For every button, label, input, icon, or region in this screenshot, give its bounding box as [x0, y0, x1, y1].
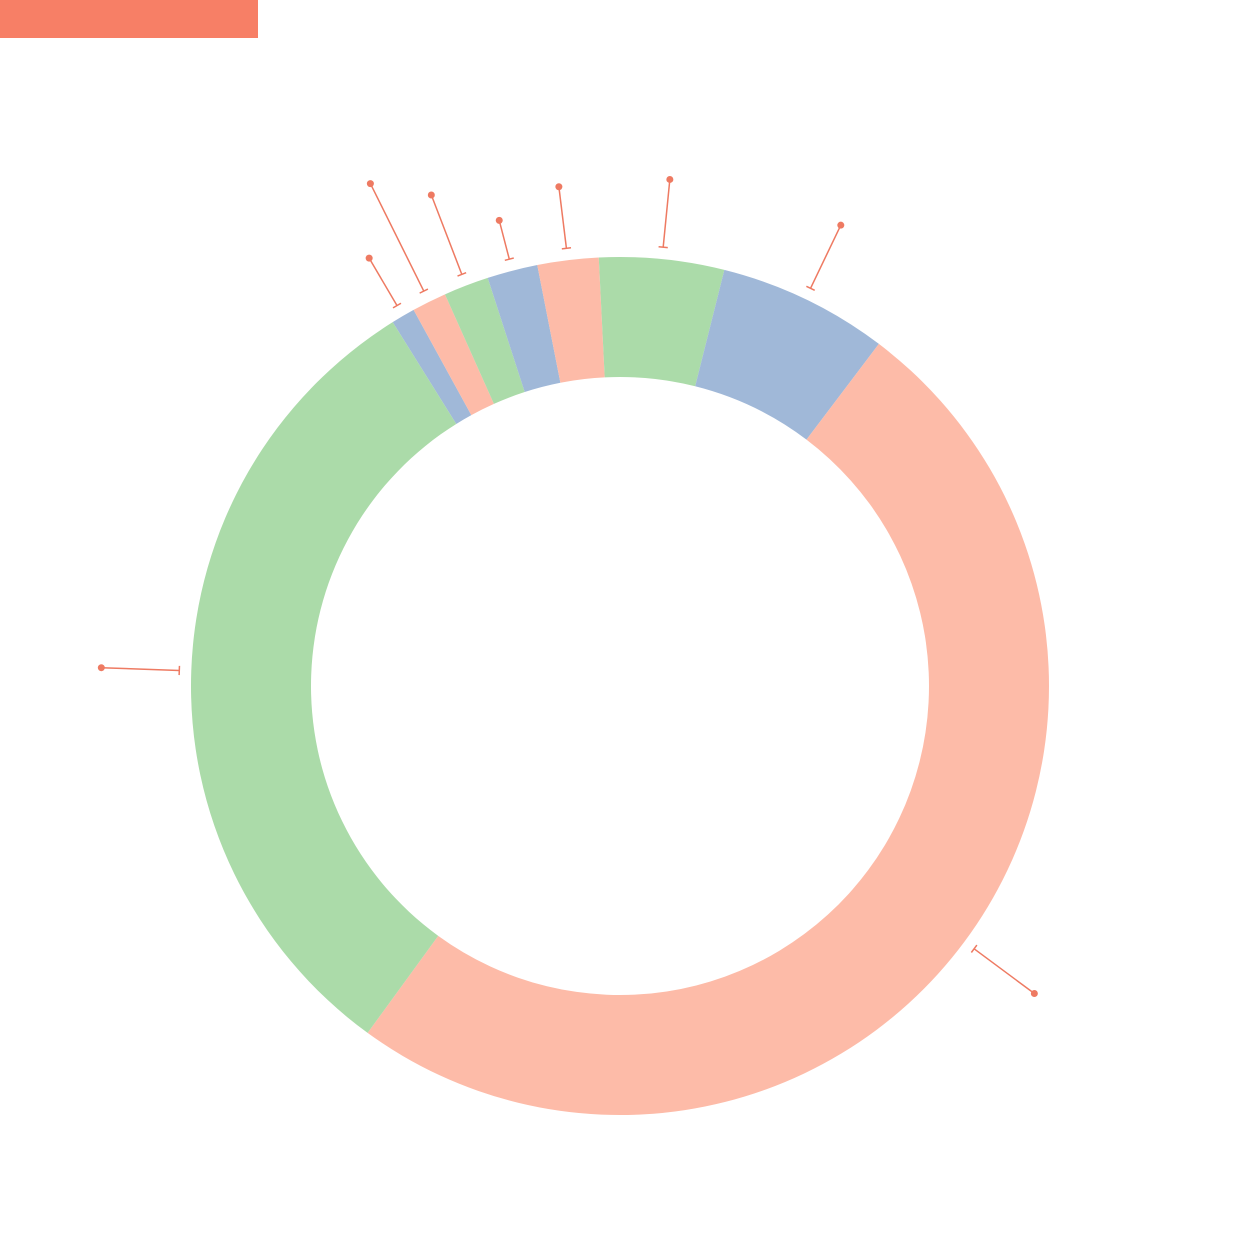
leader-dot [495, 216, 503, 224]
leader-line [809, 224, 842, 289]
leader-line [498, 220, 511, 260]
donut-slice [598, 257, 725, 387]
leader-tick [457, 272, 467, 277]
leader-tick [392, 302, 402, 309]
leader-line [369, 183, 425, 292]
leader-dot [365, 254, 373, 262]
leader-line [101, 666, 180, 672]
leader-tick [504, 257, 514, 262]
donut-slice [537, 257, 605, 383]
leader-line [973, 948, 1035, 995]
donut-slice [367, 343, 1050, 1116]
donut-slice [695, 269, 879, 440]
donut-slice [444, 277, 525, 404]
header-bar [0, 0, 258, 38]
leader-dot [427, 191, 435, 199]
leader-dot [555, 183, 563, 191]
donut-slice [392, 309, 472, 424]
donut-slice [413, 294, 494, 416]
leader-dot [366, 180, 374, 188]
leader-dot [837, 221, 845, 229]
leader-dot [666, 175, 674, 183]
leader-dot [1030, 990, 1038, 998]
leader-line [558, 186, 568, 249]
leader-tick [561, 246, 572, 250]
leader-line [430, 194, 463, 275]
leader-tick [806, 285, 816, 291]
donut-slice [190, 322, 457, 1033]
leader-line [368, 257, 398, 306]
leader-tick [658, 245, 668, 249]
leader-tick [970, 944, 978, 953]
donut-slice [487, 265, 561, 393]
leader-tick [419, 288, 429, 294]
leader-dot [97, 664, 105, 672]
leader-line [662, 179, 671, 248]
